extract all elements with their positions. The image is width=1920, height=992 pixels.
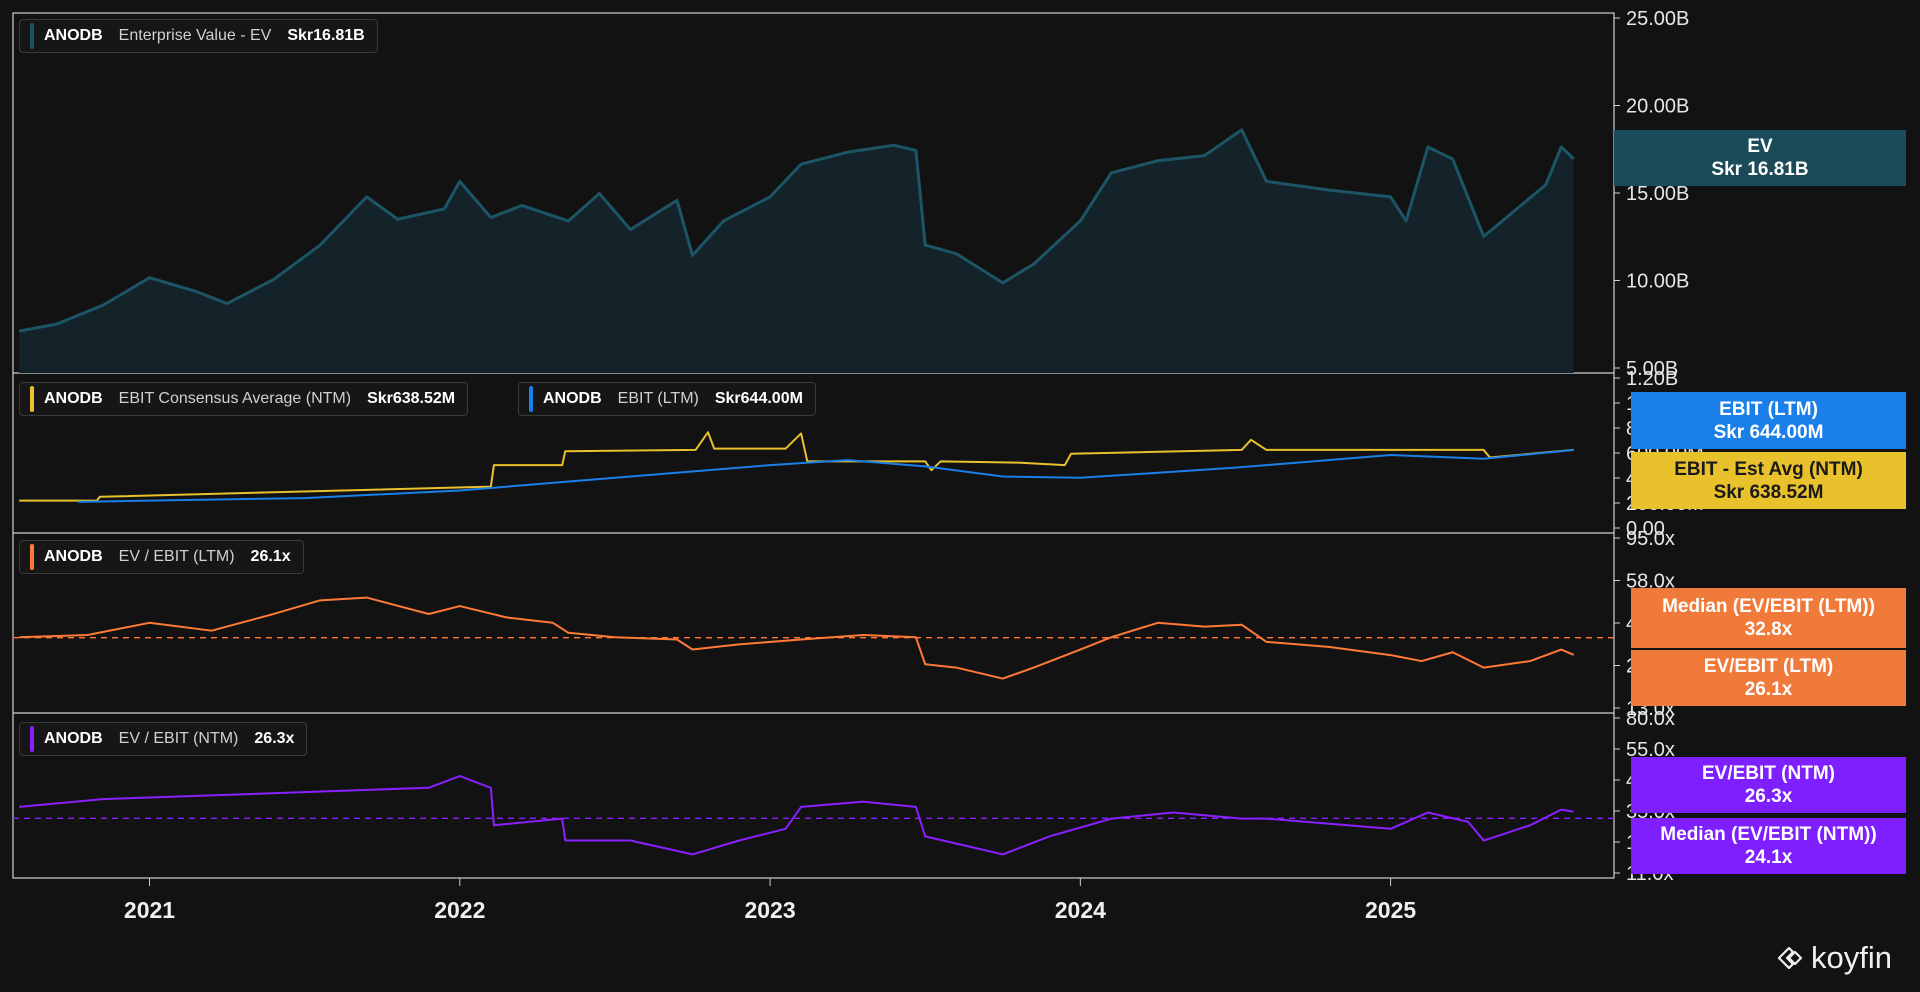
y-tick-label: 1.20B	[1626, 368, 1678, 390]
value-tag-value: Skr 644.00M	[1713, 421, 1824, 443]
y-tick-label: 80.0x	[1626, 708, 1675, 730]
value-tag-value: 24.1x	[1744, 847, 1793, 868]
legend-ticker: ANODB	[543, 390, 602, 407]
legend-ticker: ANODB	[44, 730, 103, 747]
legend-name: EV / EBIT (LTM)	[118, 548, 235, 565]
x-tick-label: 2023	[744, 897, 795, 923]
series-area	[19, 129, 1574, 373]
legend-name: EBIT Consensus Average (NTM)	[118, 390, 352, 407]
legend-name: Enterprise Value - EV	[118, 27, 272, 44]
legend-name: EBIT (LTM)	[617, 390, 699, 407]
legend-swatch	[30, 544, 34, 570]
legend-swatch	[30, 726, 34, 752]
legend-name: EV / EBIT (NTM)	[118, 730, 239, 747]
y-tick-label: 55.0x	[1626, 739, 1675, 761]
koyfin-logo: koyfin	[1775, 940, 1892, 976]
value-tag-4: EV/EBIT (LTM) 26.1x	[1631, 650, 1906, 706]
x-tick-label: 2024	[1055, 897, 1106, 923]
value-tag-0: EV Skr 16.81B	[1614, 130, 1906, 186]
value-tag-value: 32.8x	[1744, 619, 1793, 640]
value-tag-3: Median (EV/EBIT (LTM)) 32.8x	[1631, 588, 1906, 648]
legend-swatch	[30, 386, 34, 412]
y-tick-label: 5.00B	[1626, 358, 1678, 380]
value-tag-title: EBIT (LTM)	[1719, 398, 1818, 420]
series-line	[18, 128, 1575, 333]
legend-value: 26.1x	[250, 548, 291, 565]
y-tick-label: 0.00	[1626, 518, 1665, 540]
value-tag-value: 26.1x	[1744, 679, 1793, 700]
y-tick-label: 25.00B	[1626, 8, 1689, 30]
legend-ticker: ANODB	[44, 390, 103, 407]
legend-ticker: ANODB	[44, 548, 103, 565]
value-tag-6: Median (EV/EBIT (NTM)) 24.1x	[1631, 818, 1906, 874]
series-line	[19, 596, 1575, 680]
legend-ebit-1[interactable]: ANODB EBIT (LTM) Skr644.00M	[518, 382, 816, 416]
chart-frame	[12, 12, 1615, 879]
value-tag-title: EV	[1747, 136, 1773, 157]
koyfin-logo-text: koyfin	[1811, 940, 1892, 975]
legend-swatch	[529, 386, 533, 412]
x-tick-label: 2021	[124, 897, 175, 923]
legend-value: Skr638.52M	[367, 390, 456, 407]
legend-value: 26.3x	[254, 730, 295, 747]
series-line	[78, 448, 1574, 503]
legend-value: Skr644.00M	[714, 390, 803, 407]
y-tick-label: 15.00B	[1626, 183, 1689, 205]
series-line	[19, 431, 1574, 502]
value-tag-value: Skr 16.81B	[1711, 159, 1809, 180]
legend-ev-0[interactable]: ANODB Enterprise Value - EV Skr16.81B	[19, 19, 378, 53]
value-tag-value: Skr 638.52M	[1713, 481, 1824, 503]
value-tag-title: EBIT - Est Avg (NTM)	[1674, 458, 1863, 480]
legend-ticker: ANODB	[44, 27, 103, 44]
value-tag-value: 26.3x	[1744, 786, 1793, 807]
y-tick-label: 58.0x	[1626, 571, 1675, 593]
koyfin-logo-icon	[1777, 946, 1803, 970]
legend-value: Skr16.81B	[287, 27, 365, 44]
x-tick-label: 2025	[1365, 897, 1416, 923]
value-tag-1: EBIT (LTM) Skr 644.00M	[1631, 392, 1906, 449]
y-tick-label: 95.0x	[1626, 528, 1675, 550]
legend-ev_ebit_ntm-0[interactable]: ANODB EV / EBIT (NTM) 26.3x	[19, 722, 308, 756]
y-tick-label: 10.00B	[1626, 271, 1689, 293]
value-tag-title: EV/EBIT (NTM)	[1702, 763, 1835, 784]
legend-ev_ebit_ltm-0[interactable]: ANODB EV / EBIT (LTM) 26.1x	[19, 540, 304, 574]
y-tick-label: 20.00B	[1626, 96, 1689, 118]
x-tick-label: 2022	[434, 897, 485, 923]
value-tag-5: EV/EBIT (NTM) 26.3x	[1631, 757, 1906, 813]
series-line	[19, 775, 1574, 856]
value-tag-title: EV/EBIT (LTM)	[1703, 656, 1834, 677]
legend-ebit-0[interactable]: ANODB EBIT Consensus Average (NTM) Skr638.…	[19, 382, 469, 416]
legend-swatch	[30, 23, 34, 49]
value-tag-2: EBIT - Est Avg (NTM) Skr 638.52M	[1631, 452, 1906, 509]
value-tag-title: Median (EV/EBIT (NTM))	[1660, 824, 1877, 845]
value-tag-title: Median (EV/EBIT (LTM))	[1662, 596, 1875, 617]
